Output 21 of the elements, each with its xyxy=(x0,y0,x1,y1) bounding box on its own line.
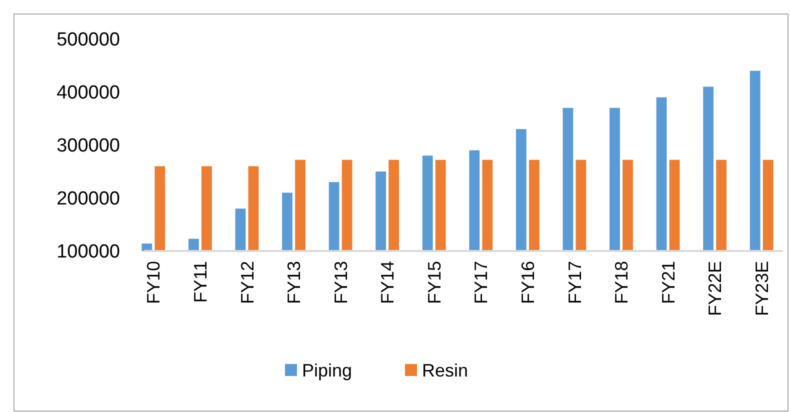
y-tick-label: 100000 xyxy=(56,242,120,263)
x-tick-label: FY18 xyxy=(612,261,632,304)
x-tick-label: FY10 xyxy=(144,261,164,304)
legend-label: Resin xyxy=(422,360,468,380)
y-tick-label: 400000 xyxy=(56,82,120,104)
x-tick-label: FY23E xyxy=(752,261,772,316)
y-tick-label: 200000 xyxy=(56,188,120,210)
x-tick-label: FY22E xyxy=(705,261,726,316)
x-tick-label: FY15 xyxy=(424,261,444,304)
legend-label: Piping xyxy=(302,360,352,380)
y-tick-label: 300000 xyxy=(56,136,120,157)
x-tick-label: FY17 xyxy=(564,261,585,304)
x-tick-label: FY13 xyxy=(284,261,304,304)
x-tick-label: FY16 xyxy=(518,261,538,304)
x-tick-label: FY21 xyxy=(658,261,678,304)
x-tick-label: FY14 xyxy=(378,261,398,304)
x-tick-label: FY17 xyxy=(471,261,492,304)
x-tick-label: FY11 xyxy=(190,261,210,303)
x-tick-label: FY12 xyxy=(237,261,258,304)
x-tick-label: FY13 xyxy=(330,261,351,304)
y-tick-label: 500000 xyxy=(56,30,120,51)
